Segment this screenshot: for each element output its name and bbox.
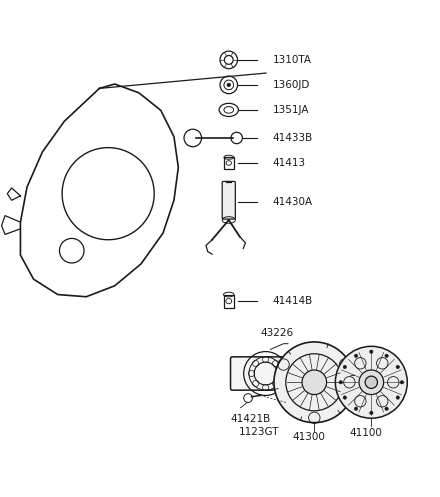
Circle shape [400, 381, 403, 384]
Bar [224, 295, 234, 308]
Text: 1360JD: 1360JD [273, 80, 310, 90]
Circle shape [339, 381, 342, 384]
Circle shape [335, 346, 407, 418]
Circle shape [385, 407, 389, 411]
Text: 1351JA: 1351JA [273, 105, 309, 115]
Text: 1123GT: 1123GT [238, 426, 279, 436]
Circle shape [302, 370, 326, 395]
Circle shape [343, 396, 347, 399]
Text: 41421B: 41421B [231, 414, 271, 424]
Circle shape [227, 83, 231, 86]
FancyBboxPatch shape [222, 181, 235, 219]
Text: 41300: 41300 [293, 432, 326, 442]
Circle shape [370, 350, 373, 353]
Text: 41433B: 41433B [273, 133, 313, 143]
Circle shape [359, 370, 384, 395]
Text: 41100: 41100 [350, 428, 382, 438]
Bar [224, 157, 234, 168]
Circle shape [385, 354, 389, 357]
Text: 41413: 41413 [273, 158, 306, 168]
Text: 41414B: 41414B [273, 296, 313, 306]
Circle shape [365, 376, 378, 389]
Circle shape [343, 365, 347, 369]
Text: 41430A: 41430A [273, 197, 313, 207]
Circle shape [354, 407, 358, 411]
Circle shape [396, 365, 400, 369]
FancyBboxPatch shape [231, 357, 285, 390]
Text: 43226: 43226 [260, 328, 293, 337]
Circle shape [396, 396, 400, 399]
Text: 1310TA: 1310TA [273, 55, 312, 65]
Circle shape [370, 411, 373, 414]
Circle shape [354, 354, 358, 357]
Circle shape [274, 342, 355, 422]
